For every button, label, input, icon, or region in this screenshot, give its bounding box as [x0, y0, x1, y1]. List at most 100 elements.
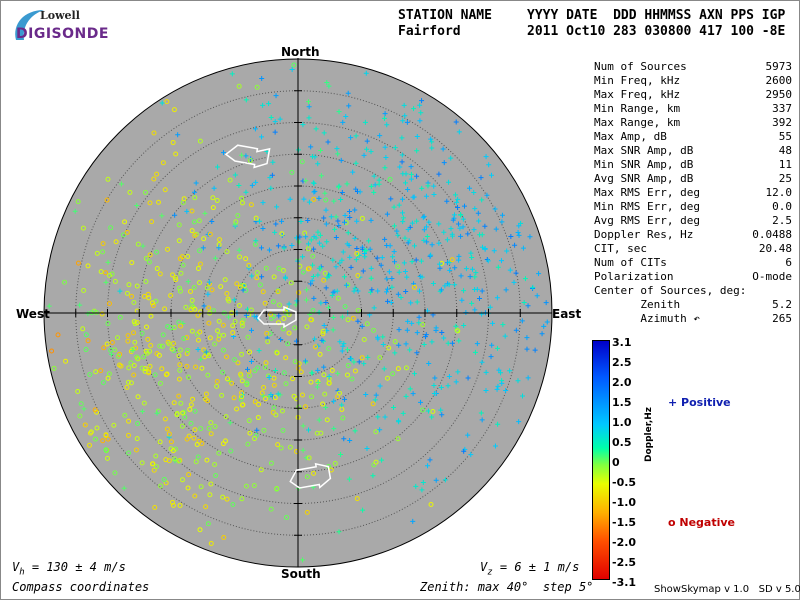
- positive-source-point: [445, 383, 451, 389]
- positive-source-point: [455, 196, 461, 202]
- positive-source-point: [294, 298, 300, 304]
- statistics-panel: Num of Sources 5973 Min Freq, kHz 2600 Max F…: [594, 60, 792, 326]
- negative-source-point: [298, 369, 304, 375]
- positive-source-point: [370, 473, 376, 479]
- negative-source-point: [223, 414, 229, 420]
- positive-source-point: [386, 269, 392, 275]
- positive-source-point: [283, 275, 289, 281]
- negative-source-point: [188, 402, 194, 408]
- negative-source-point: [420, 407, 426, 413]
- negative-source-point: [109, 340, 115, 346]
- negative-source-point: [189, 228, 195, 234]
- negative-source-point: [239, 351, 245, 357]
- positive-source-point: [426, 219, 432, 225]
- negative-source-point: [321, 277, 327, 283]
- negative-source-point: [141, 400, 147, 406]
- positive-source-point: [513, 327, 519, 333]
- positive-source-point: [414, 330, 420, 336]
- positive-source-point: [382, 144, 388, 150]
- stat-label: Max RMS Err, deg: [594, 186, 700, 199]
- negative-source-point: [147, 252, 153, 258]
- positive-source-point: [408, 300, 414, 306]
- negative-source-point: [230, 501, 236, 507]
- positive-source-point: [436, 221, 442, 227]
- negative-source-point: [292, 325, 298, 331]
- negative-source-point: [164, 426, 170, 432]
- negative-source-point: [105, 436, 111, 442]
- negative-source-point: [392, 339, 398, 345]
- positive-source-point: [239, 152, 245, 158]
- positive-source-point: [344, 347, 350, 353]
- positive-source-point: [388, 196, 394, 202]
- positive-source-point: [402, 113, 408, 119]
- stat-row: Center of Sources, deg:: [594, 284, 792, 298]
- stat-value: 392: [772, 116, 792, 129]
- positive-source-point: [525, 375, 531, 381]
- positive-source-point: [524, 346, 530, 352]
- negative-source-point: [177, 367, 183, 373]
- positive-source-point: [465, 231, 471, 237]
- positive-source-point: [201, 303, 207, 309]
- positive-source-point: [371, 173, 377, 179]
- positive-source-point: [453, 379, 459, 385]
- positive-source-point: [318, 173, 324, 179]
- negative-source-point: [373, 429, 379, 435]
- negative-source-point: [101, 345, 107, 351]
- positive-source-point: [446, 282, 452, 288]
- negative-source-point: [289, 169, 295, 175]
- positive-source-point: [418, 258, 424, 264]
- positive-source-point: [272, 129, 278, 135]
- negative-source-point: [93, 369, 99, 375]
- negative-source-point: [344, 372, 350, 378]
- negative-source-point: [154, 249, 160, 255]
- positive-source-point: [316, 309, 322, 315]
- positive-source-point: [270, 394, 276, 400]
- negative-source-point: [152, 504, 158, 510]
- positive-source-point: [380, 341, 386, 347]
- positive-source-point: [334, 146, 340, 152]
- positive-source-point: [364, 146, 370, 152]
- positive-source-point: [268, 185, 274, 191]
- positive-source-point: [474, 286, 480, 292]
- positive-source-point: [273, 221, 279, 227]
- negative-source-point: [124, 229, 130, 235]
- positive-source-point: [325, 304, 331, 310]
- positive-source-point: [330, 257, 336, 263]
- positive-source-point: [421, 227, 427, 233]
- negative-source-point: [248, 202, 254, 208]
- positive-source-point: [355, 318, 361, 324]
- positive-source-point: [382, 414, 388, 420]
- positive-source-point: [403, 288, 409, 294]
- negative-source-point: [286, 330, 292, 336]
- stat-row: Min SNR Amp, dB 11: [594, 158, 792, 172]
- positive-source-point: [472, 206, 478, 212]
- negative-source-point: [177, 362, 183, 368]
- positive-source-point: [477, 232, 483, 238]
- negative-source-point: [151, 130, 157, 136]
- negative-source-point: [83, 332, 89, 338]
- positive-source-point: [342, 213, 348, 219]
- negative-source-point: [131, 319, 137, 325]
- negative-source-point: [87, 430, 93, 436]
- negative-source-point: [177, 502, 183, 508]
- positive-source-point: [274, 204, 280, 210]
- negative-source-point: [206, 305, 212, 311]
- logo-digisonde-text: DIGISONDE: [16, 26, 109, 42]
- positive-source-point: [357, 189, 363, 195]
- positive-source-point: [286, 301, 292, 307]
- negative-source-point: [151, 467, 157, 473]
- positive-source-point: [352, 235, 358, 241]
- positive-source-point: [519, 318, 525, 324]
- negative-source-point: [199, 365, 205, 371]
- negative-source-point: [87, 371, 93, 377]
- positive-source-point: [475, 210, 481, 216]
- colorbar-tick-label: 2.0: [612, 376, 632, 389]
- positive-source-point: [257, 218, 263, 224]
- negative-source-point: [204, 285, 210, 291]
- positive-source-point: [377, 133, 383, 139]
- colorbar-tick-label: -2.0: [612, 536, 637, 549]
- negative-source-point: [55, 332, 61, 338]
- positive-source-point: [371, 305, 377, 311]
- negative-source-point: [162, 306, 168, 312]
